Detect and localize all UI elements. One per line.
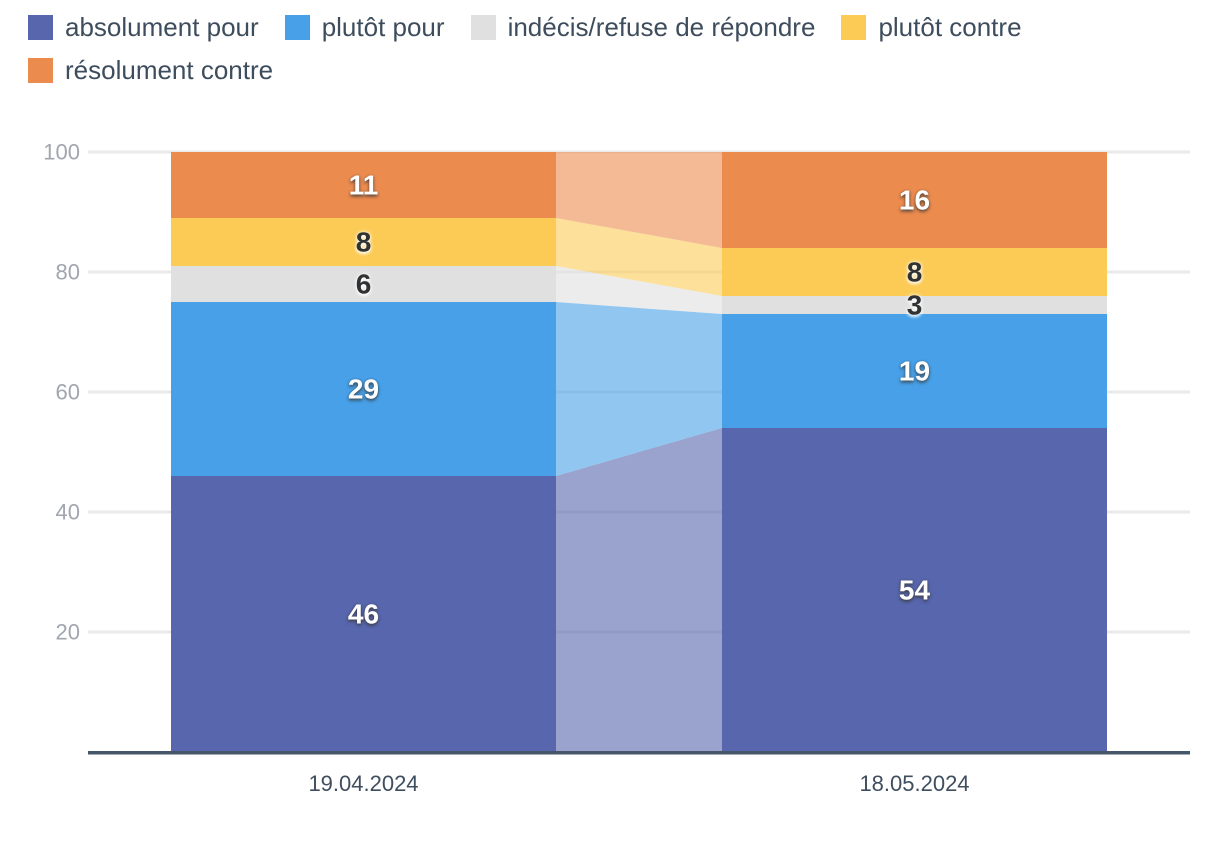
legend-swatch-icon (470, 14, 496, 40)
value-label-1-0: 54 (899, 575, 931, 606)
legend-swatch-icon (28, 57, 53, 83)
bar-segment-0-4[interactable] (171, 152, 556, 218)
legend-swatch-icon (841, 14, 867, 40)
x-axis-label-0: 19.04.2024 (308, 771, 418, 796)
value-label-0-0: 46 (348, 599, 379, 630)
bar-segment-0-3[interactable] (171, 218, 556, 266)
legend: absolument pour plutôt pour indécis/refuse… (28, 12, 1198, 85)
y-tick-label-60: 60 (56, 380, 80, 405)
bar-segment-1-4[interactable] (722, 152, 1107, 248)
legend-item-1[interactable]: plutôt pour (284, 12, 445, 42)
value-label-0-2: 6 (356, 269, 372, 300)
value-label-1-1: 19 (899, 356, 930, 387)
bar-segment-1-2[interactable] (722, 296, 1107, 314)
y-tick-label-80: 80 (56, 260, 80, 285)
legend-swatch-icon (28, 14, 53, 40)
value-label-1-4: 16 (899, 185, 930, 216)
transition-band-2 (556, 266, 722, 314)
y-tick-label-40: 40 (56, 500, 80, 525)
bar-segment-1-0[interactable] (722, 428, 1107, 752)
transition-band-4 (556, 152, 722, 248)
value-label-0-3: 8 (356, 227, 372, 258)
legend-item-3[interactable]: plutôt contre (841, 12, 1022, 42)
legend-label: résolument contre (65, 55, 274, 85)
transition-band-1 (556, 302, 722, 476)
value-label-1-3: 8 (907, 257, 923, 288)
legend-item-2[interactable]: indécis/refuse de répondre (470, 12, 816, 42)
bar-segment-0-2[interactable] (171, 266, 556, 302)
x-axis-line (88, 751, 1190, 755)
bar-segment-0-1[interactable] (171, 302, 556, 476)
value-label-0-1: 29 (348, 374, 379, 405)
legend-label: plutôt pour (321, 12, 445, 42)
x-axis-label-1: 18.05.2024 (859, 771, 969, 796)
legend-swatch-icon (284, 14, 310, 40)
legend-item-4[interactable]: résolument contre (28, 55, 273, 85)
value-label-0-4: 11 (349, 170, 379, 201)
bar-segment-0-0[interactable] (171, 476, 556, 752)
legend-label: absolument pour (65, 12, 259, 42)
bar-segment-1-3[interactable] (722, 248, 1107, 296)
legend-label: plutôt contre (878, 12, 1022, 42)
legend-item-0[interactable]: absolument pour (28, 12, 259, 42)
y-tick-label-100: 100 (43, 140, 80, 165)
value-label-1-2: 3 (907, 290, 923, 321)
y-tick-label-20: 20 (56, 620, 80, 645)
legend-label: indécis/refuse de répondre (507, 12, 816, 42)
transition-band-3 (556, 218, 722, 296)
transition-band-0 (556, 428, 722, 752)
bar-segment-1-1[interactable] (722, 314, 1107, 428)
